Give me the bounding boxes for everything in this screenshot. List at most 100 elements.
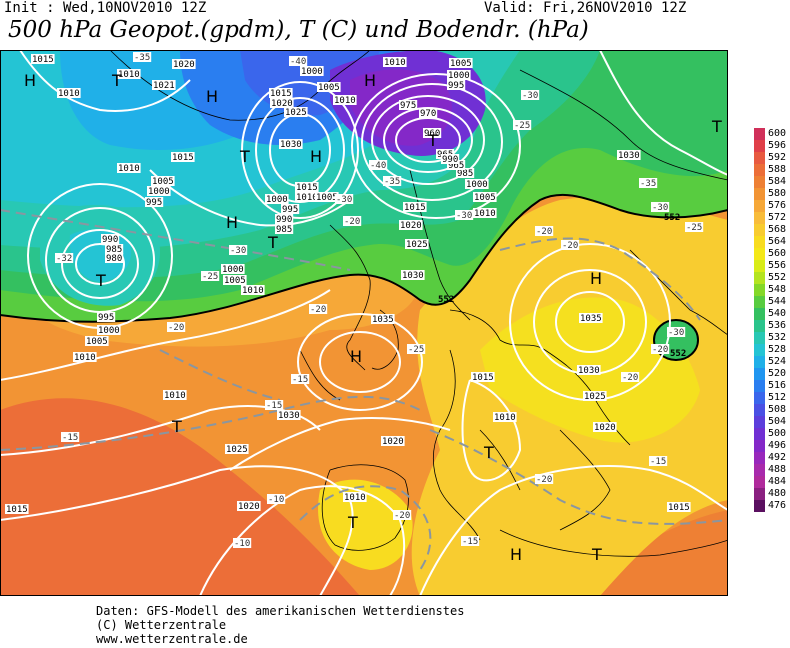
legend-swatch [754, 260, 765, 272]
svg-text:1025: 1025 [584, 392, 606, 402]
svg-text:1010: 1010 [494, 413, 516, 423]
svg-text:990: 990 [442, 155, 458, 165]
legend-swatch [754, 236, 765, 248]
high-pressure-marker: H [364, 71, 376, 90]
legend-label: 588 [768, 164, 787, 175]
svg-text:1000: 1000 [222, 265, 244, 275]
pressure-label: 1005 [473, 192, 497, 203]
legend-swatch [754, 380, 765, 392]
low-pressure-marker: T [347, 513, 358, 532]
svg-text:-15: -15 [650, 457, 666, 467]
pressure-label: 1005 [85, 336, 109, 347]
svg-text:-25: -25 [514, 121, 530, 131]
pressure-label: 1010 [163, 390, 187, 401]
legend-label: 580 [768, 188, 787, 199]
svg-text:1015: 1015 [296, 183, 318, 193]
legend-swatch [754, 224, 765, 236]
svg-text:-30: -30 [456, 211, 472, 221]
pressure-label: 1015 [269, 88, 293, 99]
footer-data-source: Daten: GFS-Modell des amerikanischen Wet… [96, 604, 465, 618]
temperature-label: -10 [233, 538, 252, 549]
temperature-label: -35 [133, 52, 152, 63]
pressure-label: 1000 [447, 70, 471, 81]
temperature-label: -20 [309, 304, 328, 315]
temperature-label: -35 [383, 176, 402, 187]
gpdm-552-line [0, 193, 728, 323]
svg-text:980: 980 [106, 254, 122, 264]
legend-label: 572 [768, 212, 787, 223]
temperature-label: -25 [513, 120, 532, 131]
svg-text:-20: -20 [168, 323, 184, 333]
pressure-label: 1000 [147, 186, 171, 197]
pressure-label: 1015 [471, 372, 495, 383]
svg-text:-10: -10 [234, 539, 250, 549]
gpdm-label: 552 [438, 295, 454, 305]
temperature-label: -20 [621, 372, 640, 383]
pressure-label: 1030 [401, 270, 425, 281]
pressure-label: 1005 [449, 58, 473, 69]
low-pressure-marker: T [239, 147, 250, 166]
svg-text:-30: -30 [652, 203, 668, 213]
pressure-label: 1005 [315, 192, 339, 203]
svg-text:1005: 1005 [316, 193, 338, 203]
svg-text:-20: -20 [652, 345, 668, 355]
pressure-label: 1035 [371, 314, 395, 325]
pressure-label: 1030 [277, 410, 301, 421]
svg-text:-30: -30 [230, 246, 246, 256]
svg-text:-15: -15 [462, 537, 478, 547]
svg-text:1020: 1020 [594, 423, 616, 433]
legend-label: 532 [768, 332, 787, 343]
pressure-label: 1010 [73, 352, 97, 363]
valid-time: Valid: Fri,26NOV2010 12Z [484, 0, 687, 16]
svg-text:T: T [591, 545, 602, 564]
svg-text:1015: 1015 [6, 505, 28, 515]
svg-text:-15: -15 [266, 401, 282, 411]
svg-text:-30: -30 [668, 328, 684, 338]
legend-label: 552 [768, 272, 787, 283]
legend-label: 576 [768, 200, 787, 211]
legend-swatch [754, 368, 765, 380]
svg-text:1010: 1010 [74, 353, 96, 363]
legend-swatch [754, 272, 765, 284]
svg-text:995: 995 [146, 198, 162, 208]
pressure-label: 990 [101, 234, 120, 245]
legend-swatch [754, 200, 765, 212]
pressure-centers: H H H H H H H H T T T T T T T T T T [24, 71, 722, 564]
temperature-label: -25 [407, 344, 426, 355]
svg-text:970: 970 [420, 109, 436, 119]
footer-copyright: (C) Wetterzentrale [96, 618, 227, 632]
temperature-label: -30 [229, 245, 248, 256]
pressure-label: 1020 [381, 436, 405, 447]
legend-label: 556 [768, 260, 787, 271]
legend-label: 584 [768, 176, 787, 187]
pressure-label: 985 [105, 244, 124, 255]
legend-label: 564 [768, 236, 787, 247]
pressure-label: 1005 [317, 82, 341, 93]
legend-label: 512 [768, 392, 787, 403]
legend-label: 488 [768, 464, 787, 475]
svg-text:T: T [347, 513, 358, 532]
svg-text:985: 985 [457, 169, 473, 179]
pressure-label: 990 [275, 214, 294, 225]
svg-text:H: H [24, 71, 36, 90]
svg-text:1010: 1010 [334, 96, 356, 106]
pressure-label: 990 [441, 154, 460, 165]
svg-text:T: T [483, 443, 494, 462]
pressure-label: 1020 [399, 220, 423, 231]
legend-swatch [754, 416, 765, 428]
legend-label: 568 [768, 224, 787, 235]
svg-text:1015: 1015 [668, 503, 690, 513]
svg-text:1035: 1035 [580, 314, 602, 324]
temperature-label: -30 [335, 194, 354, 205]
legend-swatch [754, 320, 765, 332]
legend-label: 592 [768, 152, 787, 163]
gpdm-label: 552 [664, 213, 680, 223]
temperature-label: -15 [649, 456, 668, 467]
pressure-label: 1010 [241, 285, 265, 296]
temperature-label: -25 [201, 271, 220, 282]
legend-swatch [754, 404, 765, 416]
pressure-label: 1010 [473, 208, 497, 219]
svg-text:H: H [226, 213, 238, 232]
svg-text:-25: -25 [686, 223, 702, 233]
legend-swatch [754, 164, 765, 176]
